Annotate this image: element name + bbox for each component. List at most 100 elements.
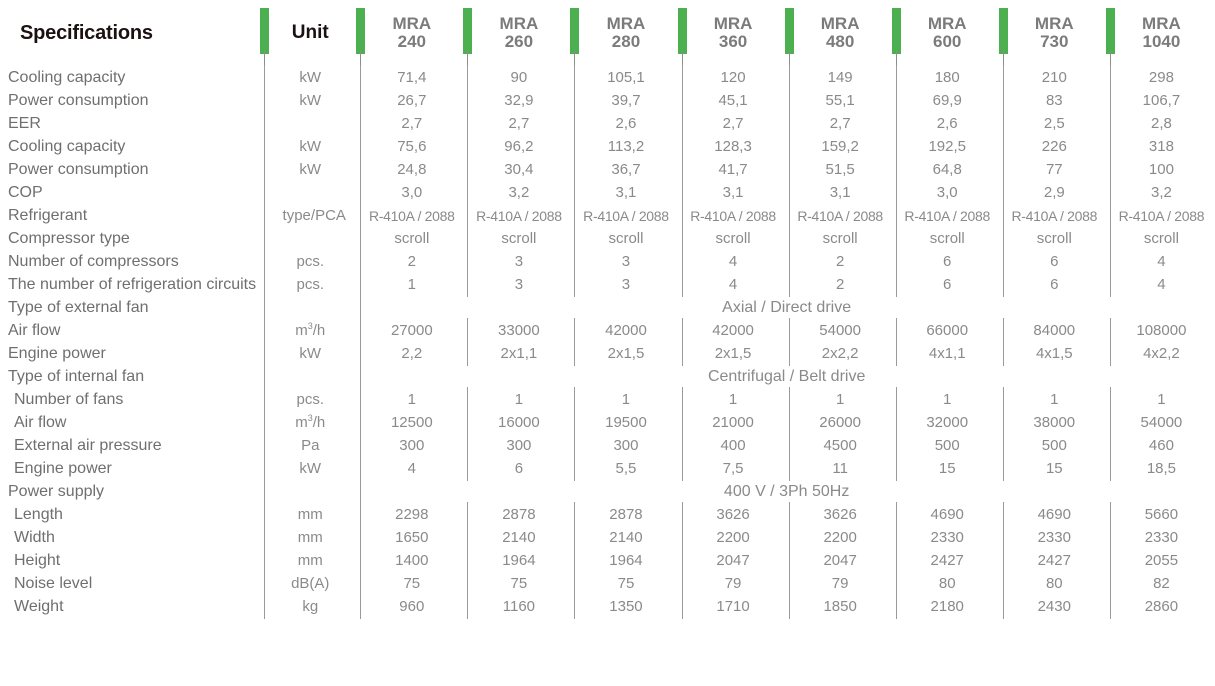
row-label: Power consumption: [8, 160, 149, 178]
row-label: Engine power: [14, 459, 112, 477]
model-number: 600: [933, 32, 962, 51]
model-brand: MRA: [392, 13, 432, 33]
cell-value: 5660: [1108, 502, 1215, 527]
cell-value: 4500: [787, 433, 894, 458]
cell-value: 26,7: [358, 88, 465, 113]
cell-value: 2x1,5: [680, 341, 787, 366]
cell-value: 106,7: [1108, 88, 1215, 113]
cell-value: 4: [1108, 272, 1215, 297]
cell-value: R-410A / 2088: [894, 203, 1001, 228]
cell-value: 83: [1001, 88, 1108, 113]
cell-value: 75: [465, 571, 572, 596]
cell-value: 64,8: [894, 157, 1001, 182]
cell-value: 180: [894, 65, 1001, 90]
cell-value: 2,7: [680, 111, 787, 136]
row-unit: Pa: [262, 433, 358, 458]
cell-value: 1: [358, 387, 465, 412]
model-number: 730: [1040, 32, 1069, 51]
cell-value: 90: [465, 65, 572, 90]
row-unit: [262, 111, 358, 136]
row-unit: kW: [262, 157, 358, 182]
row-banner: Axial / Direct drive: [358, 295, 1215, 320]
row-unit: pcs.: [262, 387, 358, 412]
model-number: 240: [397, 32, 426, 51]
cell-value: scroll: [1108, 226, 1215, 251]
cell-value: 54000: [1108, 410, 1215, 435]
cell-value: 80: [1001, 571, 1108, 596]
cell-value: 2,6: [894, 111, 1001, 136]
row-unit: kW: [262, 134, 358, 159]
row-unit: pcs.: [262, 272, 358, 297]
specification-table: Specifications Unit MRA 240 MRA 260 MRA …: [0, 0, 1215, 619]
cell-value: 1: [358, 272, 465, 297]
cell-value: 2: [787, 249, 894, 274]
cell-value: 69,9: [894, 88, 1001, 113]
model-brand: MRA: [927, 13, 967, 33]
cell-value: 2860: [1108, 594, 1215, 619]
cell-value: 2x2,2: [787, 341, 894, 366]
cell-value: 113,2: [572, 134, 679, 159]
cell-value: 96,2: [465, 134, 572, 159]
cell-value: 5,5: [572, 456, 679, 481]
row-unit: mm: [262, 525, 358, 550]
header-unit-label: Unit: [291, 22, 329, 43]
row-label: Power supply: [8, 482, 105, 500]
table-row: Refrigerant type/PCA R-410A / 2088 R-410A /…: [0, 203, 1215, 228]
cell-value: 3,0: [358, 180, 465, 205]
cell-value: 2x1,5: [572, 341, 679, 366]
cell-value: scroll: [894, 226, 1001, 251]
row-label: Noise level: [14, 574, 93, 592]
cell-value: 210: [1001, 65, 1108, 90]
cell-value: 2330: [894, 525, 1001, 550]
cell-value: R-410A / 2088: [358, 203, 465, 228]
model-brand: MRA: [1034, 13, 1074, 33]
cell-value: 3,0: [894, 180, 1001, 205]
cell-value: 33000: [465, 318, 572, 343]
cell-value: scroll: [787, 226, 894, 251]
table-row: Length mm 2298 2878 2878 3626 3626 4690 4690 5660: [0, 502, 1215, 527]
model-brand: MRA: [713, 13, 753, 33]
row-unit: mm: [262, 502, 358, 527]
cell-value: 460: [1108, 433, 1215, 458]
cell-value: 318: [1108, 134, 1215, 159]
table-row: Number of fans pcs. 1 1 1 1 1 1 1 1: [0, 387, 1215, 412]
cell-value: 4: [680, 249, 787, 274]
cell-value: 2,9: [1001, 180, 1108, 205]
cell-value: 32,9: [465, 88, 572, 113]
table-row: The number of refrigeration circuits pcs.…: [0, 272, 1215, 297]
model-number: 480: [825, 32, 855, 51]
cell-value: 71,4: [358, 65, 465, 90]
row-label: Weight: [14, 597, 64, 615]
cell-value: 1: [1108, 387, 1215, 412]
cell-value: 1350: [572, 594, 679, 619]
cell-value: 6: [465, 456, 572, 481]
row-unit: mm: [262, 548, 358, 573]
cell-value: 79: [680, 571, 787, 596]
cell-value: 2047: [787, 548, 894, 573]
cell-value: 2427: [894, 548, 1001, 573]
cell-value: 2140: [465, 525, 572, 550]
cell-value: 2,8: [1108, 111, 1215, 136]
header-model-260: MRA 260: [463, 0, 572, 66]
cell-value: 82: [1108, 571, 1215, 596]
cell-value: 149: [787, 65, 894, 90]
row-label: Length: [14, 505, 63, 523]
cell-value: 2330: [1108, 525, 1215, 550]
cell-value: 500: [1001, 433, 1108, 458]
cell-value: 54000: [787, 318, 894, 343]
cell-value: 1: [894, 387, 1001, 412]
cell-value: 2200: [787, 525, 894, 550]
row-label: Compressor type: [8, 229, 130, 247]
cell-value: 3,1: [787, 180, 894, 205]
table-row: Cooling capacity kW 71,4 90 105,1 120 149 180 21…: [0, 65, 1215, 90]
header-unit: Unit: [260, 0, 358, 66]
cell-value: 84000: [1001, 318, 1108, 343]
table-row: Cooling capacity kW 75,6 96,2 113,2 128,3 159,…: [0, 134, 1215, 159]
model-brand: MRA: [820, 13, 860, 33]
header-model-1040: MRA 1040: [1105, 0, 1215, 66]
cell-value: 1650: [358, 525, 465, 550]
cell-value: 1964: [572, 548, 679, 573]
cell-value: 42000: [572, 318, 679, 343]
cell-value: 15: [1001, 456, 1108, 481]
